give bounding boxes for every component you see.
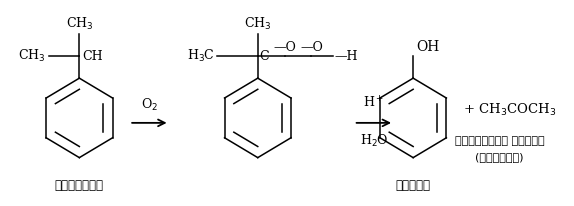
Text: CH$_3$: CH$_3$ [18, 48, 46, 64]
Text: CH: CH [82, 50, 103, 63]
Text: H$_2$O: H$_2$O [359, 133, 388, 149]
Text: —H: —H [335, 50, 358, 63]
Text: —O: —O [273, 41, 296, 54]
Text: C: C [259, 50, 269, 63]
Text: —O: —O [300, 41, 323, 54]
Text: फीनॉल: फीनॉल [395, 179, 430, 192]
Text: CH$_3$: CH$_3$ [65, 16, 93, 33]
Text: OH: OH [416, 40, 439, 54]
Text: डाइमेथिल कीटोन: डाइमेथिल कीटोन [455, 136, 544, 146]
Text: CH$_3$: CH$_3$ [244, 16, 272, 33]
Text: H$^+$: H$^+$ [363, 96, 385, 111]
Text: + CH$_3$COCH$_3$: + CH$_3$COCH$_3$ [463, 102, 556, 118]
Text: H$_3$C: H$_3$C [187, 48, 215, 64]
Text: O$_2$: O$_2$ [141, 97, 158, 113]
Text: क्यूमीन: क्यूमीन [55, 179, 104, 192]
Text: (एसीटोन): (एसीटोन) [475, 152, 523, 162]
